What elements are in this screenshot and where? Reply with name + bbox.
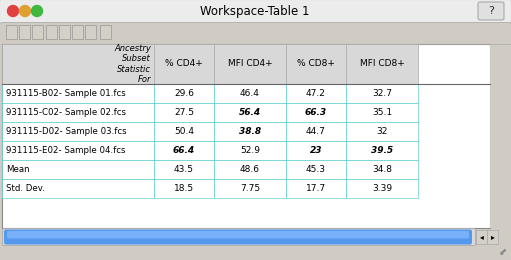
Bar <box>6 25 17 39</box>
Bar <box>346 179 418 198</box>
Bar <box>214 160 286 179</box>
Text: Std. Dev.: Std. Dev. <box>6 184 45 193</box>
Text: 29.6: 29.6 <box>174 89 194 98</box>
Text: 35.1: 35.1 <box>372 108 392 117</box>
Text: 38.8: 38.8 <box>239 127 261 136</box>
Text: % CD4+: % CD4+ <box>165 60 203 68</box>
Bar <box>214 141 286 160</box>
Circle shape <box>8 5 18 16</box>
Bar <box>286 179 346 198</box>
Bar <box>346 122 418 141</box>
Text: 32.7: 32.7 <box>372 89 392 98</box>
Text: 32: 32 <box>376 127 388 136</box>
Bar <box>154 179 214 198</box>
Text: 66.3: 66.3 <box>305 108 327 117</box>
Text: MFI CD4+: MFI CD4+ <box>228 60 272 68</box>
Bar <box>286 103 346 122</box>
Text: 43.5: 43.5 <box>174 165 194 174</box>
Bar <box>214 44 286 84</box>
Bar <box>2 44 490 228</box>
Bar <box>346 160 418 179</box>
Bar <box>19 25 30 39</box>
Text: ⬋: ⬋ <box>499 247 507 257</box>
Text: 56.4: 56.4 <box>239 108 261 117</box>
Text: 18.5: 18.5 <box>174 184 194 193</box>
Text: MFI CD8+: MFI CD8+ <box>360 60 404 68</box>
Text: 45.3: 45.3 <box>306 165 326 174</box>
Text: 52.9: 52.9 <box>240 146 260 155</box>
Text: 7.75: 7.75 <box>240 184 260 193</box>
Text: 39.5: 39.5 <box>371 146 393 155</box>
Bar <box>32 25 43 39</box>
Circle shape <box>32 5 42 16</box>
Bar <box>46 25 57 39</box>
Bar <box>85 25 96 39</box>
Bar <box>214 103 286 122</box>
Text: 931115-D02- Sample 03.fcs: 931115-D02- Sample 03.fcs <box>6 127 127 136</box>
Bar <box>346 44 418 84</box>
Bar <box>2 179 154 198</box>
Bar <box>214 84 286 103</box>
Text: 27.5: 27.5 <box>174 108 194 117</box>
Bar <box>2 44 154 84</box>
Bar <box>286 141 346 160</box>
Text: 34.8: 34.8 <box>372 165 392 174</box>
Text: Workspace-Table 1: Workspace-Table 1 <box>200 4 310 17</box>
Bar <box>476 230 487 244</box>
Bar <box>72 25 83 39</box>
Bar <box>490 44 510 228</box>
Text: 44.7: 44.7 <box>306 127 326 136</box>
Text: 3.39: 3.39 <box>372 184 392 193</box>
Bar <box>286 160 346 179</box>
Bar <box>100 25 111 39</box>
Bar <box>2 141 154 160</box>
Text: 47.2: 47.2 <box>306 89 326 98</box>
FancyBboxPatch shape <box>3 229 476 245</box>
Text: 931115-E02- Sample 04.fcs: 931115-E02- Sample 04.fcs <box>6 146 126 155</box>
Bar <box>346 103 418 122</box>
Text: Mean: Mean <box>6 165 30 174</box>
Text: 17.7: 17.7 <box>306 184 326 193</box>
Bar <box>286 122 346 141</box>
Text: 50.4: 50.4 <box>174 127 194 136</box>
Bar <box>346 84 418 103</box>
FancyBboxPatch shape <box>7 231 469 238</box>
FancyBboxPatch shape <box>0 0 511 23</box>
FancyBboxPatch shape <box>4 230 472 244</box>
Text: 66.4: 66.4 <box>173 146 195 155</box>
Circle shape <box>19 5 31 16</box>
Text: % CD8+: % CD8+ <box>297 60 335 68</box>
FancyBboxPatch shape <box>478 2 504 20</box>
Bar <box>2 103 154 122</box>
Text: ?: ? <box>488 6 494 16</box>
Text: 931115-C02- Sample 02.fcs: 931115-C02- Sample 02.fcs <box>6 108 126 117</box>
Text: ▸: ▸ <box>491 232 495 242</box>
Bar <box>286 44 346 84</box>
Bar <box>487 230 498 244</box>
Bar <box>214 179 286 198</box>
Text: 48.6: 48.6 <box>240 165 260 174</box>
Bar <box>286 84 346 103</box>
Bar <box>1 22 510 44</box>
Text: 23: 23 <box>310 146 322 155</box>
Bar <box>2 160 154 179</box>
Bar <box>214 122 286 141</box>
Bar <box>1 248 510 259</box>
Text: 931115-B02- Sample 01.fcs: 931115-B02- Sample 01.fcs <box>6 89 126 98</box>
Bar <box>154 122 214 141</box>
Text: 46.4: 46.4 <box>240 89 260 98</box>
Text: Ancestry
Subset
Statistic
For: Ancestry Subset Statistic For <box>114 44 151 84</box>
Bar <box>154 44 214 84</box>
Bar <box>2 122 154 141</box>
Bar <box>346 141 418 160</box>
Bar <box>154 84 214 103</box>
Text: ◂: ◂ <box>479 232 483 242</box>
Bar <box>2 84 154 103</box>
Bar <box>154 103 214 122</box>
Bar <box>59 25 70 39</box>
Bar <box>154 160 214 179</box>
Bar <box>154 141 214 160</box>
